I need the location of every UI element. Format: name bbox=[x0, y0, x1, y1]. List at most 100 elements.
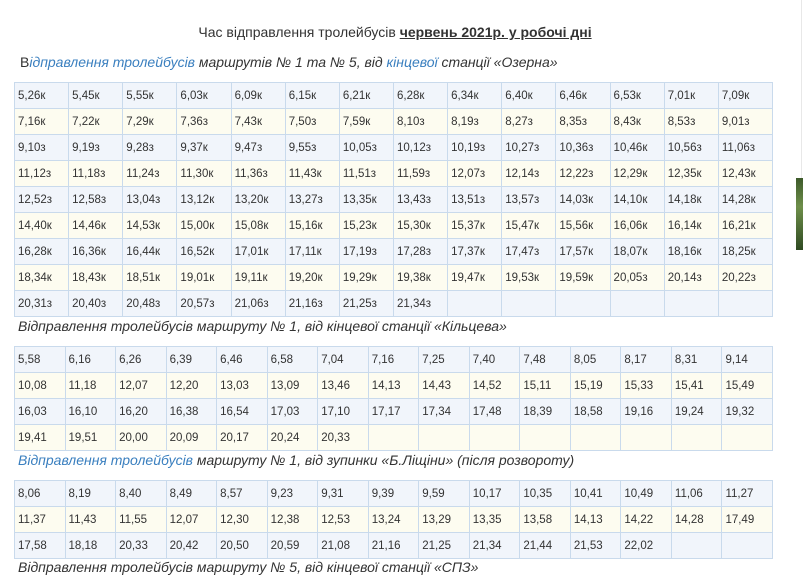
departure-time-cell: 7,16 bbox=[367, 346, 420, 373]
departure-time-cell: 14,18к bbox=[663, 186, 719, 213]
table-row: 11,37 11,43 11,55 12,07 12,30 12,38 12,53 13,24… bbox=[14, 506, 773, 533]
departure-time-cell: 8,05 bbox=[569, 346, 622, 373]
page-right-edge bbox=[793, 0, 803, 584]
heading-text: станції «Озерна» bbox=[437, 54, 558, 70]
departure-time-cell: 21,34з bbox=[392, 290, 449, 317]
departure-time-cell: 8,31 bbox=[670, 346, 723, 373]
departure-time-cell: 7,59к bbox=[338, 108, 394, 135]
departure-time-cell: 18,34к bbox=[13, 264, 70, 291]
departure-time-cell: 8,49 bbox=[165, 480, 218, 507]
departure-time-cell: 13,24 bbox=[367, 506, 420, 533]
empty-cell bbox=[609, 290, 665, 317]
departure-time-cell: 20,50 bbox=[216, 532, 268, 559]
departure-time-cell: 9,10з bbox=[13, 134, 70, 161]
departure-time-cell: 10,19з bbox=[447, 134, 503, 161]
departure-time-cell: 7,04 bbox=[317, 346, 369, 373]
empty-cell bbox=[663, 290, 719, 317]
departure-time-cell: 10,08 bbox=[14, 372, 66, 399]
departure-time-cell: 8,19 bbox=[64, 480, 117, 507]
departure-time-cell: 11,36з bbox=[230, 160, 286, 187]
departure-time-cell: 10,36з bbox=[555, 134, 611, 161]
departure-time-cell: 12,30 bbox=[216, 506, 268, 533]
heading-text: Відправлення тролейбусів маршруту № 5, в… bbox=[18, 559, 479, 575]
section-heading-spz: Відправлення тролейбусів маршруту № 5, в… bbox=[18, 559, 478, 575]
departure-time-cell: 14,43 bbox=[418, 372, 470, 399]
departure-time-cell: 21,08 bbox=[317, 532, 369, 559]
departure-time-cell: 19,16 bbox=[620, 398, 672, 425]
departure-time-cell: 11,43 bbox=[64, 506, 117, 533]
departure-time-cell: 19,38к bbox=[392, 264, 449, 291]
departure-time-cell: 11,24з bbox=[122, 160, 178, 187]
departure-time-cell: 10,46к bbox=[609, 134, 665, 161]
departure-time-cell: 11,43к bbox=[284, 160, 340, 187]
departure-time-cell: 14,22 bbox=[620, 506, 672, 533]
empty-cell bbox=[501, 290, 557, 317]
departure-time-cell: 21,25з bbox=[338, 290, 394, 317]
departure-time-cell: 11,55 bbox=[115, 506, 167, 533]
heading-text: Відправлення тролейбусів маршруту № 1, в… bbox=[18, 318, 507, 334]
departure-time-cell: 9,19з bbox=[68, 134, 124, 161]
empty-cell bbox=[447, 290, 503, 317]
departure-time-cell: 10,17 bbox=[468, 480, 521, 507]
departure-time-cell: 15,33 bbox=[620, 372, 672, 399]
departure-time-cell: 5,45к bbox=[68, 82, 124, 109]
departure-time-cell: 11,18з bbox=[68, 160, 124, 187]
departure-time-cell: 20,05з bbox=[609, 264, 665, 291]
table-row: 18,34к 18,43к 18,51к 19,01к 19,11к 19,20к 19,2… bbox=[13, 264, 774, 291]
heading-link-text[interactable]: ідправлення тролейбусів bbox=[29, 54, 195, 70]
departure-time-cell: 9,01з bbox=[717, 108, 774, 135]
departure-time-cell: 18,25к bbox=[717, 238, 774, 265]
heading-link-text[interactable]: Відправлення тролейбусів bbox=[18, 452, 193, 468]
departure-time-cell: 9,59 bbox=[418, 480, 470, 507]
departure-time-cell: 12,29к bbox=[609, 160, 665, 187]
departure-time-cell: 15,56к bbox=[555, 212, 611, 239]
departure-time-cell: 7,48 bbox=[519, 346, 571, 373]
departure-time-cell: 15,23к bbox=[338, 212, 394, 239]
departure-time-cell: 17,57к bbox=[555, 238, 611, 265]
schedule-table-kiltseva: 5,58 6,16 6,26 6,39 6,46 6,58 7,04 7,16 7,25 7,40… bbox=[14, 346, 773, 451]
departure-time-cell: 10,49 bbox=[620, 480, 672, 507]
departure-time-cell: 16,54 bbox=[216, 398, 268, 425]
departure-time-cell: 12,22з bbox=[555, 160, 611, 187]
departure-time-cell: 19,24 bbox=[670, 398, 723, 425]
departure-time-cell: 8,10з bbox=[392, 108, 449, 135]
table-row: 19,41 19,51 20,00 20,09 20,17 20,24 20,33 bbox=[14, 424, 773, 451]
empty-cell bbox=[620, 424, 672, 451]
departure-time-cell: 8,40 bbox=[115, 480, 167, 507]
departure-time-cell: 17,34 bbox=[418, 398, 470, 425]
departure-time-cell: 7,22к bbox=[68, 108, 124, 135]
departure-time-cell: 21,53 bbox=[569, 532, 622, 559]
departure-time-cell: 19,41 bbox=[14, 424, 66, 451]
departure-time-cell: 10,05з bbox=[338, 134, 394, 161]
edge-photo-fragment bbox=[796, 178, 803, 250]
empty-cell bbox=[670, 424, 723, 451]
departure-time-cell: 6,46к bbox=[555, 82, 611, 109]
departure-time-cell: 17,11к bbox=[284, 238, 340, 265]
departure-time-cell: 9,28з bbox=[122, 134, 178, 161]
departure-time-cell: 14,52 bbox=[468, 372, 521, 399]
departure-time-cell: 19,53к bbox=[501, 264, 557, 291]
departure-time-cell: 8,53з bbox=[663, 108, 719, 135]
departure-time-cell: 14,53к bbox=[122, 212, 178, 239]
page-title: Час відправлення тролейбусів червень 202… bbox=[0, 24, 790, 40]
departure-time-cell: 12,07 bbox=[115, 372, 167, 399]
departure-time-cell: 20,22з bbox=[717, 264, 774, 291]
departure-time-cell: 7,01к bbox=[663, 82, 719, 109]
departure-time-cell: 12,43к bbox=[717, 160, 774, 187]
departure-time-cell: 12,14з bbox=[501, 160, 557, 187]
departure-time-cell: 16,06к bbox=[609, 212, 665, 239]
departure-time-cell: 13,12к bbox=[176, 186, 232, 213]
departure-time-cell: 7,43к bbox=[230, 108, 286, 135]
departure-time-cell: 13,04з bbox=[122, 186, 178, 213]
empty-cell bbox=[367, 424, 420, 451]
departure-time-cell: 12,53 bbox=[317, 506, 369, 533]
departure-time-cell: 9,14 bbox=[721, 346, 773, 373]
departure-time-cell: 20,48з bbox=[122, 290, 178, 317]
departure-time-cell: 7,25 bbox=[418, 346, 470, 373]
departure-time-cell: 20,31з bbox=[13, 290, 70, 317]
departure-time-cell: 13,09 bbox=[266, 372, 319, 399]
heading-link-text[interactable]: кінцевої bbox=[386, 54, 438, 70]
departure-time-cell: 15,08к bbox=[230, 212, 286, 239]
departure-time-cell: 18,58 bbox=[569, 398, 622, 425]
departure-time-cell: 16,52к bbox=[176, 238, 232, 265]
